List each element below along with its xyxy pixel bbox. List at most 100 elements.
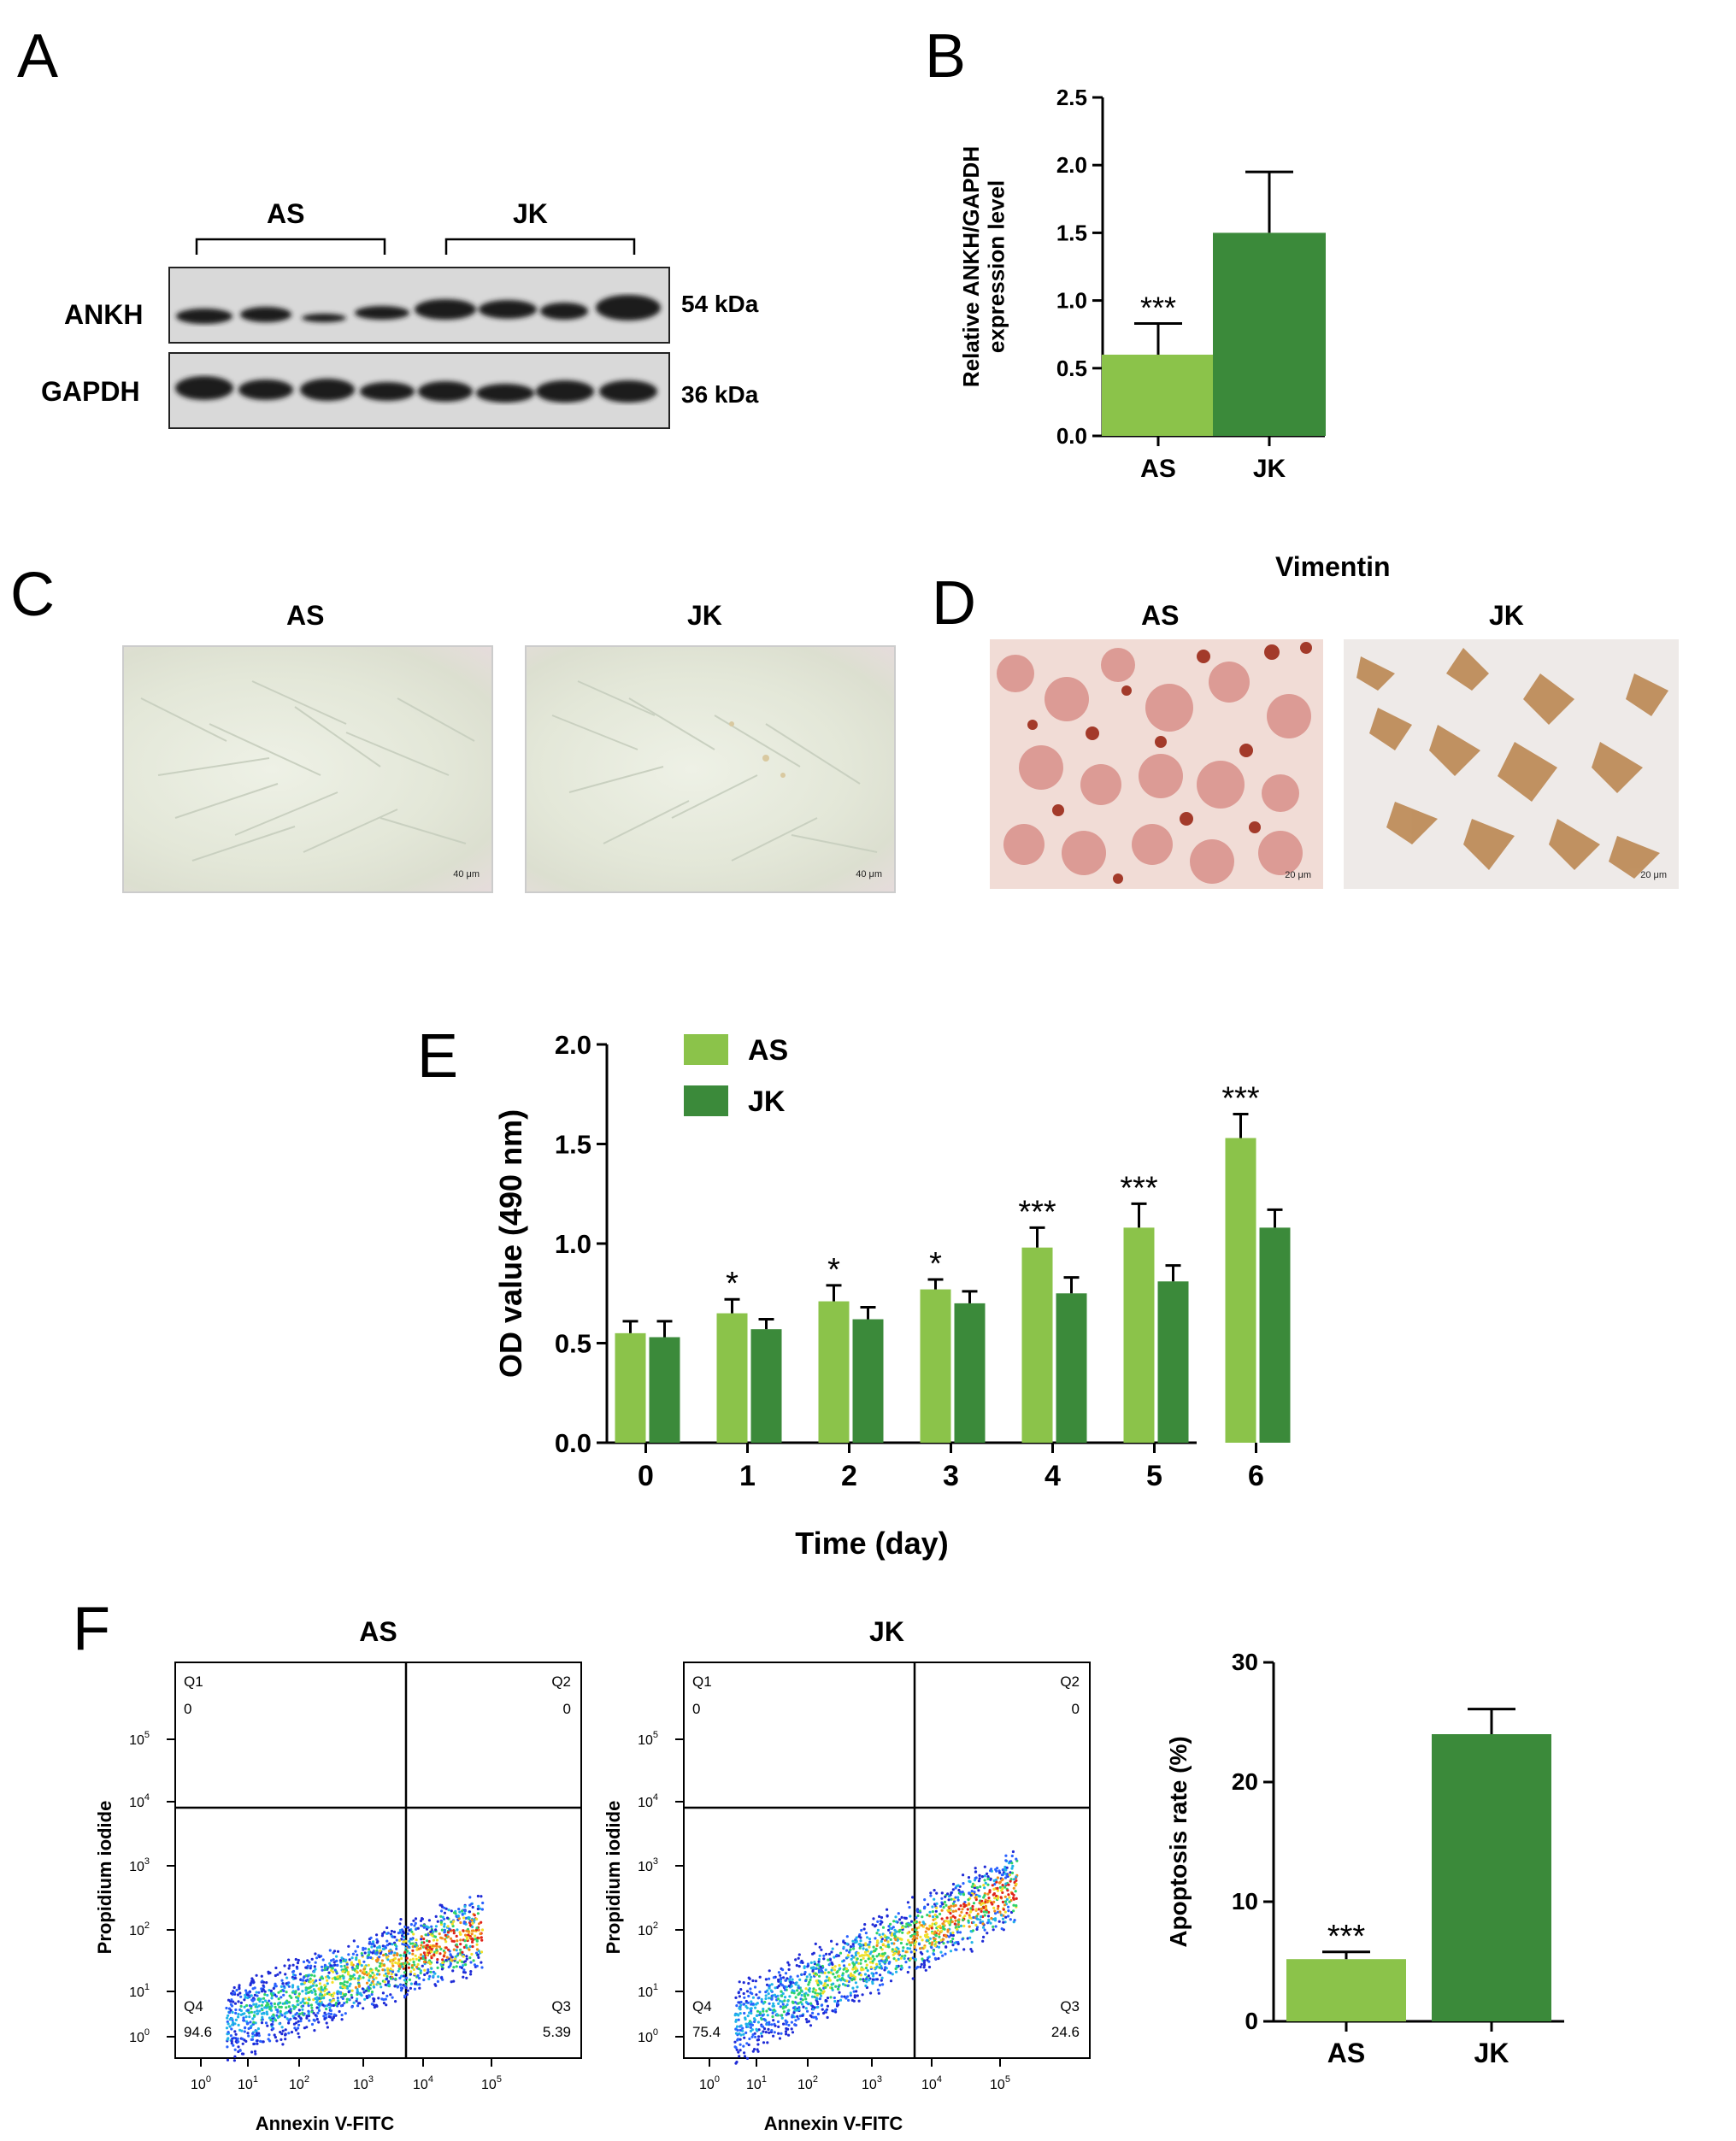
flow-event-dot [785,2032,788,2036]
flow-event-dot [295,1996,298,1999]
flow-event-dot [310,1957,314,1961]
flow-event-dot [436,1979,439,1983]
flow-event-dot [398,1964,402,1968]
flow-event-dot [739,2028,742,2032]
flow-event-dot [1012,1909,1015,1913]
flow-event-dot [345,1980,349,1984]
flow-event-dot [239,2001,243,2004]
flow-event-dot [339,1991,343,1996]
flow-event-dot [1014,1890,1017,1893]
q2-value: 0 [1072,1701,1080,1717]
flow-event-dot [272,1991,275,1995]
flow-event-dot [452,1966,456,1969]
flow-event-dot [310,1991,314,1994]
flow-event-dot [794,1996,797,1999]
flow-event-dot [463,1971,467,1974]
flow-event-dot [285,2011,289,2015]
flow-event-dot [479,1932,482,1936]
flow-event-dot [399,1954,403,1957]
flow-event-dot [914,1957,917,1961]
flow-event-dot [880,1920,884,1924]
flow-event-dot [945,1945,948,1949]
flow-event-dot [983,1865,986,1868]
flow-event-dot [462,1955,465,1958]
flow-event-dot [465,1946,468,1950]
flow-event-dot [244,1993,247,1997]
flow-event-dot [232,1991,236,1994]
flow-event-dot [256,2012,260,2015]
flow-event-dot [471,1921,474,1925]
flow-event-dot [1012,1878,1015,1881]
flow-event-dot [378,1956,381,1959]
flow-event-dot [997,1881,1001,1885]
blot-group-jk: JK [513,198,548,229]
flow-event-dot [847,1998,850,2002]
flow-event-dot [342,1959,345,1962]
flow-event-dot [890,1933,893,1937]
flow-event-dot [897,1947,900,1950]
flow-event-dot [802,2005,805,2009]
flow-event-dot [997,1904,1000,1908]
flow-event-dot [269,2002,273,2005]
y-tick-label: 2.0 [1056,152,1087,178]
x-tick-label: 102 [797,2074,818,2092]
flow-event-dot [734,2032,739,2035]
flow-event-dot [403,1954,406,1957]
flow-event-dot [1004,1882,1008,1885]
flow-event-dot [354,1985,357,1989]
flow-event-dot [297,1958,300,1962]
flow-event-dot [905,1922,909,1926]
flow-event-dot [339,1965,343,1968]
flow-event-dot [292,2005,296,2009]
flow-event-dot [909,1957,912,1961]
flow-event-dot [927,1956,930,1960]
flow-event-dot [823,1982,827,1985]
flow-event-dot [932,1937,936,1940]
x-tick-exponent: 3 [368,2074,374,2085]
flow-event-dot [371,1951,374,1955]
flow-event-dot [743,2011,746,2015]
flow-event-dot [953,1922,956,1926]
flow-event-dot [350,1993,353,1997]
flow-event-dot [398,1931,402,1934]
flow-event-dot [306,1959,309,1962]
flow-event-dot [480,1928,485,1932]
flow-event-dot [411,1952,415,1956]
flow-event-dot [897,1952,900,1956]
flow-event-dot [944,1920,947,1923]
flow-event-dot [812,1987,815,1991]
flow-event-dot [840,1995,844,1998]
flow-event-dot [956,1884,960,1887]
flow-event-dot [988,1899,992,1903]
flow-event-dot [1008,1896,1011,1899]
flow-event-dot [226,2045,229,2049]
flow-event-dot [785,1985,789,1989]
flow-event-dot [471,1925,474,1929]
flow-event-dot [887,1956,891,1959]
flow-event-dot [341,1985,344,1988]
flow-event-dot [934,1909,938,1913]
flow-event-dot [875,1955,879,1958]
y-axis-label: Propidium iodide [603,1801,624,1955]
flow-event-dot [303,1981,307,1985]
flow-event-dot [287,1981,291,1985]
flow-event-dot [868,1943,871,1946]
flow-event-dot [451,1969,455,1973]
flow-event-dot [252,2003,256,2006]
flow-event-dot [411,1957,415,1961]
flow-event-dot [779,2005,782,2009]
flow-event-dot [312,2018,315,2021]
flow-event-dot [801,1998,804,2002]
flow-event-dot [909,1934,913,1938]
flow-event-dot [897,1957,900,1961]
flow-event-dot [824,2009,827,2013]
flow-event-dot [939,1950,943,1954]
flow-event-dot [408,1928,411,1932]
flow-event-dot [399,1989,403,1992]
flow-event-dot [450,1939,454,1943]
bar [1102,354,1215,436]
flow-event-dot [809,1975,813,1979]
flow-event-dot [754,2006,757,2009]
flow-event-dot [987,1910,991,1914]
flow-event-dot [800,1993,803,1997]
